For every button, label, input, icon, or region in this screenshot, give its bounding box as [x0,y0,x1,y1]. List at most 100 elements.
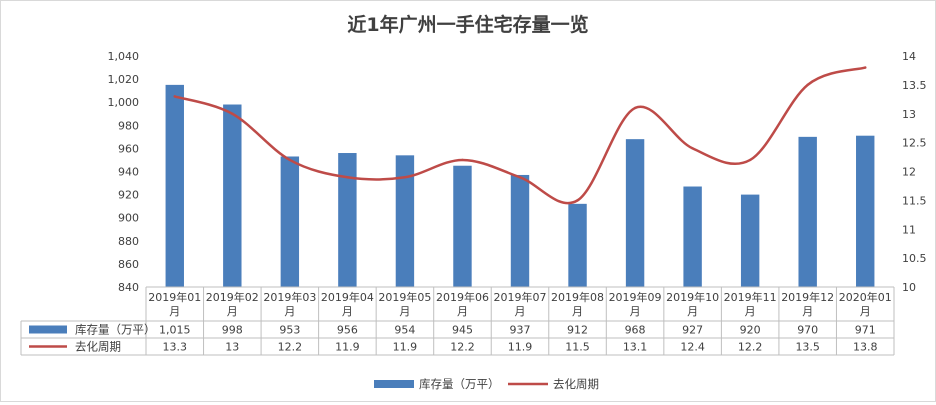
legend-label: 去化周期 [553,377,599,391]
line-point [288,158,292,162]
legend: 库存量（万平） 去化周期 [374,377,599,391]
line-point [576,199,579,202]
bar [453,165,472,287]
line-point [806,83,809,87]
bar [510,174,530,287]
y-right-tick-label: 12.5 [902,137,927,150]
line-point [403,176,407,179]
category-label: 月 [860,305,871,318]
table-value: 970 [797,324,818,337]
y-right-tick-label: 11 [902,223,916,236]
table-value: 13.3 [163,341,188,354]
category-label: 2019年04 [321,290,374,304]
table-series-name: 库存量（万平） [75,323,156,337]
line-point [518,176,522,179]
table-value: 12.2 [450,341,475,354]
bar [165,84,184,287]
table-value: 920 [740,324,761,337]
legend-key-bar [374,380,414,388]
data-table: 2019年01月2019年02月2019年03月2019年04月2019年05月… [20,286,895,356]
bar [625,139,645,287]
category-label: 2019年06 [436,290,489,304]
table-value: 998 [222,324,243,337]
y-left-tick-label: 840 [118,281,139,294]
line-series [173,66,867,205]
category-label: 月 [515,305,526,318]
line-point [691,147,694,150]
legend-label: 库存量（万平） [419,377,500,391]
category-label: 2020年01 [839,290,892,304]
table-value: 927 [682,324,703,337]
table-value: 13.8 [853,341,878,354]
category-label: 2019年05 [378,290,431,304]
bar [856,135,875,287]
category-label: 月 [342,305,353,318]
category-label: 2019年02 [206,290,259,304]
bar [338,153,357,287]
category-label: 2019年09 [609,290,662,304]
bar [568,203,587,287]
bar [223,104,242,287]
bar [798,136,817,287]
chart-title: 近1年广州一手住宅存量一览 [347,13,588,36]
line-point [864,66,867,69]
line-point [461,158,464,162]
table-value: 954 [394,324,415,337]
bar [280,156,300,287]
category-label: 月 [169,305,180,318]
category-label: 月 [284,305,295,318]
table-value: 1,015 [159,324,191,337]
table-value: 937 [510,324,531,337]
bar [395,155,415,287]
y-left-tick-label: 880 [118,235,139,248]
y-right-tick-label: 14 [902,50,916,63]
y-left-tick-label: 1,040 [108,50,140,63]
y-right-tick-label: 13 [902,108,916,121]
table-value: 953 [279,324,300,337]
table-value: 13 [225,341,239,354]
y-right-tick-label: 13.5 [902,79,927,92]
category-label: 2019年08 [551,290,604,304]
table-value: 971 [855,324,876,337]
category-label: 月 [630,305,641,318]
category-label: 2019年03 [263,290,316,304]
category-label: 2019年10 [666,290,719,304]
table-value: 13.1 [623,341,648,354]
category-label: 2019年12 [781,290,834,304]
line-point [173,95,176,98]
y-right-tick-label: 10 [902,281,916,294]
category-label: 月 [227,305,238,318]
category-label: 月 [572,305,583,318]
y-left-tick-label: 960 [118,142,139,155]
table-value: 13.5 [795,341,820,354]
category-label: 2019年01 [148,290,201,304]
category-label: 2019年11 [724,290,777,304]
y-left-tick-label: 920 [118,189,139,202]
y-right-tick-label: 12 [902,166,916,179]
category-label: 月 [687,305,698,318]
table-value: 12.2 [278,341,303,354]
table-legend-key [29,325,67,334]
y-left-tick-label: 980 [118,119,139,132]
y-left-tick-label: 940 [118,166,139,179]
line-point [346,176,349,179]
line-point [633,106,637,110]
bar [740,194,760,287]
table-value: 11.9 [335,341,360,354]
line-point [748,158,752,162]
table-value: 11.9 [508,341,533,354]
axes: 840 860 880 900 920 940 960 980 1,000 1,020 1,040 1… [108,50,927,294]
table-value: 12.4 [680,341,705,354]
category-label: 月 [745,305,756,318]
y-right-tick-label: 10.5 [902,252,927,265]
table-series-name: 去化周期 [75,340,121,354]
table-value: 12.2 [738,341,763,354]
y-left-tick-label: 860 [118,258,139,271]
line-point [231,112,234,115]
y-left-tick-label: 1,020 [108,73,140,86]
table-value: 912 [567,324,588,337]
table-value: 968 [625,324,646,337]
category-label: 月 [457,305,468,318]
